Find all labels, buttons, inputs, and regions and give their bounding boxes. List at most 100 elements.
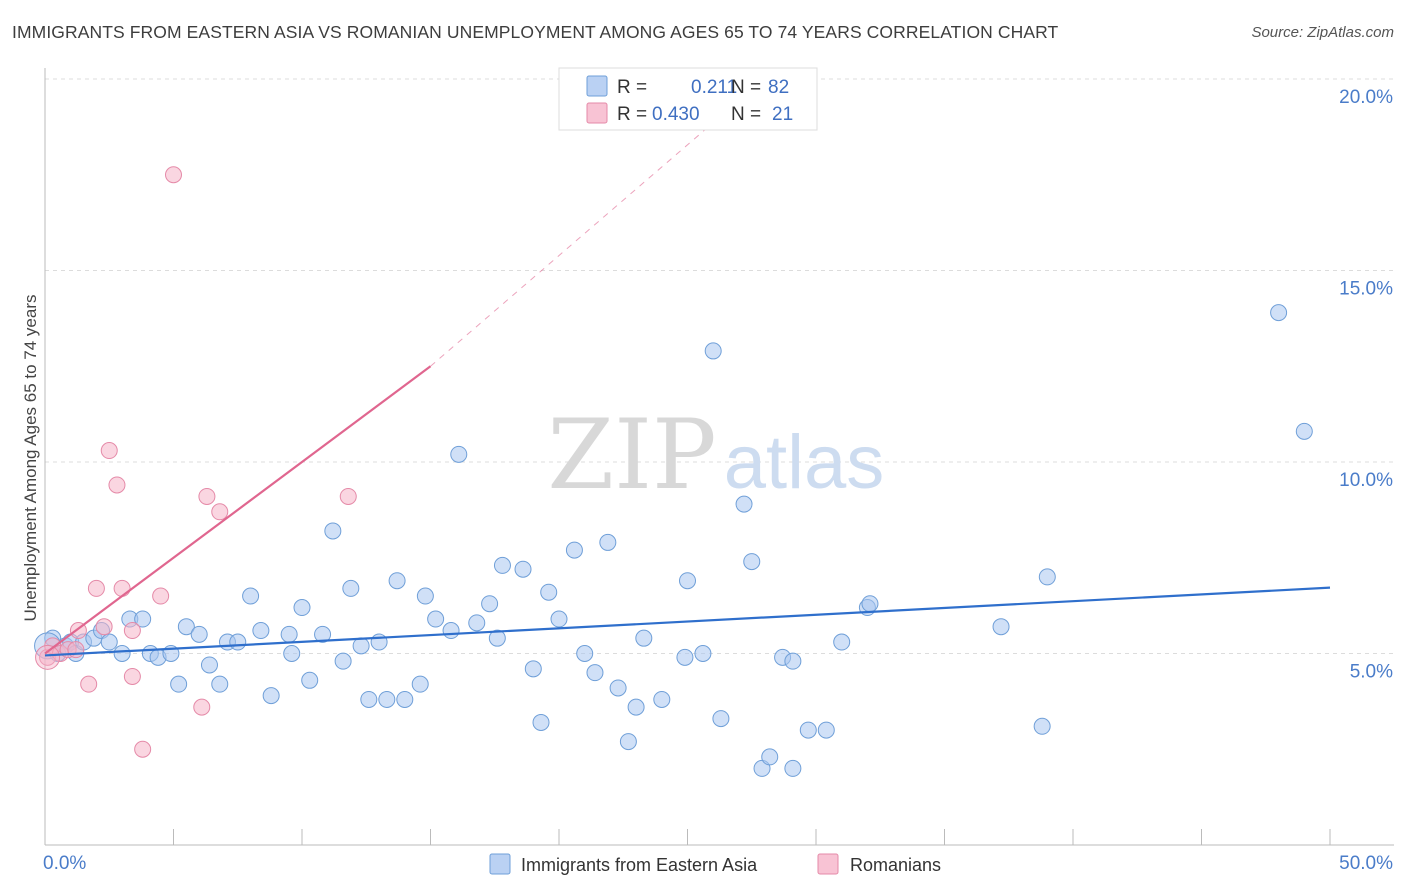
bottom-legend-swatch-pink (817, 853, 839, 875)
point-immigrants-55 (586, 664, 604, 682)
point-romanians-11 (113, 579, 131, 597)
point-immigrants-59 (627, 698, 645, 716)
point-immigrants-38 (396, 690, 414, 708)
series-romanians (35, 166, 357, 758)
legend-swatch-pink (586, 102, 608, 124)
point-immigrants-63 (679, 572, 696, 590)
point-immigrants-60 (635, 629, 653, 647)
point-immigrants-17 (190, 625, 208, 643)
point-immigrants-61 (653, 690, 671, 708)
series-immigrants-eastern-asia (34, 304, 1313, 777)
legend-r-label-2: R = (617, 104, 647, 125)
point-romanians-13 (123, 667, 141, 685)
point-romanians-15 (152, 587, 170, 605)
watermark: ZIP atlas (547, 399, 884, 511)
point-romanians-10 (108, 476, 126, 494)
point-romanians-16 (165, 166, 182, 184)
point-immigrants-54 (576, 645, 594, 662)
point-immigrants-25 (280, 625, 298, 643)
legend-n-value-2: 21 (772, 104, 793, 125)
point-romanians-9 (100, 442, 118, 460)
legend-r-label-1: R = (617, 77, 647, 98)
point-immigrants-64 (694, 645, 712, 662)
point-immigrants-67 (735, 495, 753, 513)
y-tick-label-0: 5.0% (1350, 662, 1393, 683)
point-immigrants-15 (170, 675, 188, 693)
point-immigrants-62 (676, 648, 694, 666)
point-romanians-14 (134, 740, 152, 758)
point-immigrants-80 (1033, 717, 1051, 735)
point-immigrants-76 (833, 633, 851, 651)
point-immigrants-40 (416, 587, 434, 605)
bottom-legend-label-2: Romanians (850, 855, 941, 875)
point-immigrants-78 (861, 595, 879, 613)
y-axis-label: Unemployment Among Ages 65 to 74 years (21, 295, 40, 622)
point-immigrants-57 (609, 679, 627, 697)
point-immigrants-49 (524, 660, 542, 678)
point-immigrants-79 (992, 618, 1010, 636)
point-immigrants-68 (743, 553, 761, 571)
point-immigrants-26 (283, 645, 301, 662)
grid-lines (45, 78, 1394, 654)
axes (44, 68, 1394, 846)
point-immigrants-22 (242, 587, 260, 605)
point-immigrants-19 (211, 675, 229, 693)
legend-swatch-blue (586, 75, 608, 97)
point-romanians-19 (211, 503, 229, 521)
point-immigrants-37 (388, 572, 406, 590)
point-romanians-4 (67, 641, 85, 659)
point-immigrants-30 (324, 522, 342, 540)
y-tick-label-3: 20.0% (1339, 87, 1393, 108)
point-romanians-18 (198, 487, 216, 505)
point-immigrants-42 (442, 622, 460, 640)
x-tick-label-1: 50.0% (1339, 853, 1393, 874)
legend-r-value-2: 0.430 (652, 104, 700, 125)
trend-line-immigrants (44, 586, 1331, 657)
trend-line-romanians (44, 365, 432, 655)
point-immigrants-81 (1038, 568, 1056, 586)
point-immigrants-8 (100, 633, 118, 651)
point-immigrants-70 (761, 748, 779, 766)
point-immigrants-47 (493, 556, 511, 574)
y-tick-label-1: 10.0% (1339, 470, 1393, 491)
point-romanians-12 (123, 622, 141, 640)
point-immigrants-24 (262, 687, 280, 705)
point-immigrants-32 (342, 579, 360, 597)
point-immigrants-74 (799, 721, 817, 739)
point-immigrants-41 (427, 610, 445, 628)
legend-n-label-1: N = (731, 77, 761, 98)
watermark-atlas: atlas (724, 420, 885, 505)
point-immigrants-9 (113, 645, 131, 662)
y-tick-label-2: 15.0% (1339, 279, 1393, 300)
point-immigrants-58 (619, 733, 637, 751)
point-immigrants-36 (378, 690, 396, 708)
point-immigrants-23 (252, 622, 270, 640)
chart-title: IMMIGRANTS FROM EASTERN ASIA VS ROMANIAN… (12, 22, 1059, 42)
chart-source: Source: ZipAtlas.com (1251, 24, 1394, 41)
point-immigrants-18 (200, 656, 218, 674)
point-immigrants-46 (488, 629, 506, 647)
point-romanians-cluster (35, 644, 61, 670)
point-immigrants-45 (481, 595, 499, 613)
point-immigrants-83 (1295, 422, 1313, 440)
point-immigrants-39 (411, 675, 429, 693)
bottom-legend: Immigrants from Eastern Asia Romanians (489, 853, 941, 875)
bottom-legend-swatch-blue (489, 853, 511, 875)
point-immigrants-72 (784, 652, 802, 670)
point-immigrants-27 (293, 599, 311, 617)
point-immigrants-33 (352, 637, 370, 655)
point-immigrants-11 (134, 610, 152, 628)
point-romanians-17 (193, 698, 211, 716)
point-immigrants-43 (450, 445, 468, 463)
point-immigrants-51 (540, 583, 558, 601)
point-immigrants-21 (229, 633, 247, 651)
bottom-legend-label-1: Immigrants from Eastern Asia (521, 855, 758, 875)
watermark-zip: ZIP (547, 399, 716, 511)
legend-box: R = 0.211 N = 82 R = 0.430 N = 21 (558, 67, 818, 131)
x-tick-label-0: 0.0% (43, 853, 86, 874)
point-romanians-6 (80, 675, 98, 693)
point-immigrants-73 (784, 759, 802, 777)
point-immigrants-34 (360, 690, 378, 708)
legend-n-label-2: N = (731, 104, 761, 125)
